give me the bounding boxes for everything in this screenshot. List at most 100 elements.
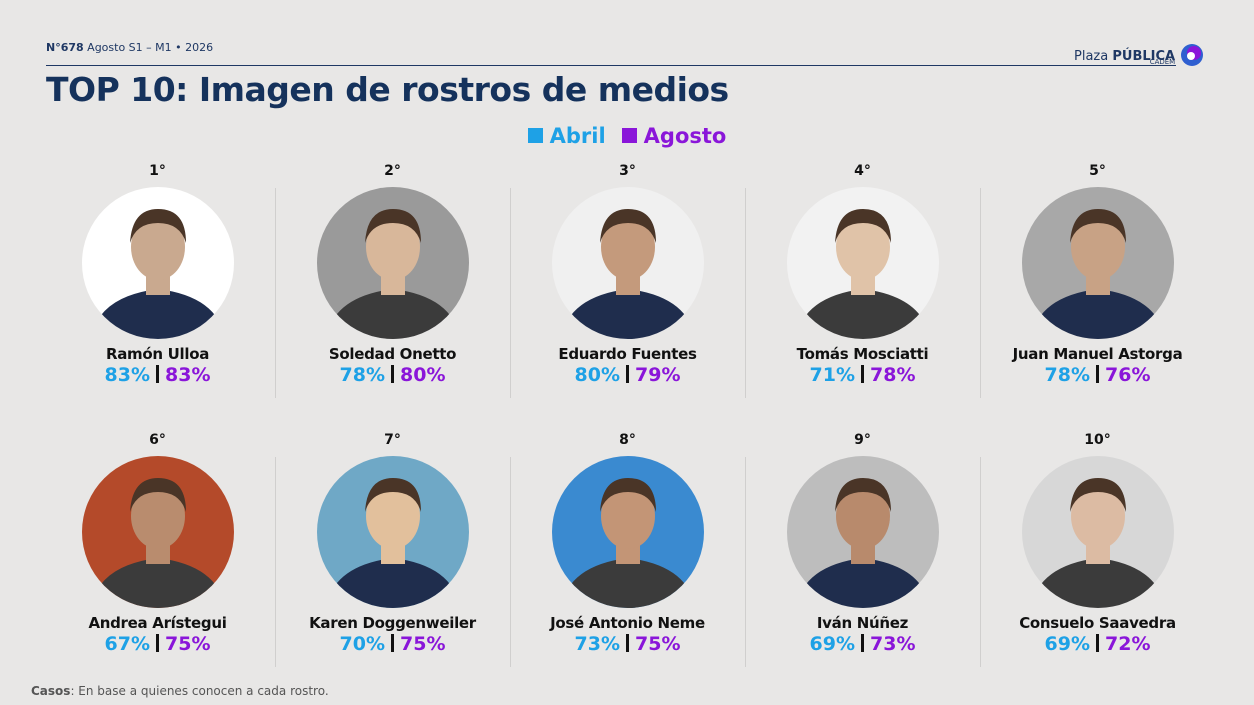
photo [316,187,469,339]
photo [81,187,234,339]
header-rule [46,65,1176,66]
photo [786,187,939,339]
column-separator [510,188,511,398]
photo-content [786,187,939,339]
percentages: 71% 78% [745,364,980,386]
photo-hair [364,209,421,243]
photo-content [316,456,469,608]
person-card: 4° Tomás Mosciatti 71% 78% [745,163,980,386]
pct-separator [861,365,864,383]
photo-head [835,214,890,280]
photo-hair [599,478,656,512]
column-separator [980,188,981,398]
photo-hair [599,209,656,243]
percentages: 67% 75% [40,633,275,655]
pct-agosto: 75% [165,633,211,655]
rank: 2° [384,163,401,179]
column-separator [275,457,276,667]
rank: 4° [854,163,871,179]
photo [551,187,704,339]
person-card: 6° Andrea Arístegui 67% 75% [40,432,275,655]
person-name: Tomás Mosciatti [796,345,929,363]
pct-separator [626,634,629,652]
pct-separator [156,365,159,383]
logo-icon [1181,44,1204,66]
person-name: Andrea Arístegui [88,614,227,632]
pct-abril: 69% [809,633,855,655]
rank: 6° [149,432,166,448]
legend-item: Agosto [621,124,727,148]
rank: 8° [619,432,636,448]
photo-head [365,483,420,549]
person-name: Soledad Onetto [328,345,457,363]
person-name: José Antonio Neme [550,614,705,632]
period: Agosto S1 – M1 • 2026 [87,41,214,54]
rank: 9° [854,432,871,448]
pct-separator [391,365,394,383]
footer-text: : En base a quienes conocen a cada rostr… [70,684,329,698]
legend-item: Abril [527,124,606,148]
person-name: Juan Manuel Astorga [1012,345,1183,363]
logo-cadem: CADEM [1149,58,1176,66]
photo [316,456,469,608]
column-separator [275,188,276,398]
pct-agosto: 72% [1105,633,1151,655]
legend-label: Agosto [643,124,727,148]
person-card: 7° Karen Doggenweiler 70% 75% [275,432,510,655]
pct-agosto: 78% [870,364,916,386]
photo [1021,456,1174,608]
photo-content [1021,456,1174,608]
photo-content [1021,187,1174,339]
pct-separator [391,634,394,652]
person-card: 5° Juan Manuel Astorga 78% 76% [980,163,1215,386]
percentages: 73% 75% [510,633,745,655]
photo [1021,187,1174,339]
percentages: 69% 73% [745,633,980,655]
pct-abril: 70% [339,633,385,655]
percentages: 70% 75% [275,633,510,655]
legend-swatch [527,128,543,143]
pct-separator [1096,634,1099,652]
photo-content [81,456,234,608]
pct-separator [861,634,864,652]
pct-agosto: 79% [635,364,681,386]
footer: Casos: En base a quienes conocen a cada … [31,684,329,698]
column-separator [980,457,981,667]
photo-head [835,483,890,549]
person-card: 3° Eduardo Fuentes 80% 79% [510,163,745,386]
header-meta: N°678 Agosto S1 – M1 • 2026 [46,41,213,54]
percentages: 78% 80% [275,364,510,386]
person-card: 9° Iván Núñez 69% 73% [745,432,980,655]
photo-hair [1069,478,1126,512]
pct-abril: 69% [1044,633,1090,655]
pct-agosto: 75% [635,633,681,655]
pct-abril: 67% [104,633,150,655]
pct-abril: 71% [809,364,855,386]
photo-content [316,187,469,339]
logo: Plaza PÚBLICA CADEM [1074,42,1205,66]
photo-head [600,483,655,549]
photo-hair [1069,209,1126,243]
person-card: 2° Soledad Onetto 78% 80% [275,163,510,386]
column-separator [745,457,746,667]
rank: 5° [1089,163,1106,179]
person-name: Karen Doggenweiler [309,614,476,632]
person-card: 8° José Antonio Neme 73% 75% [510,432,745,655]
logo-plaza: Plaza [1074,49,1109,64]
pct-abril: 78% [339,364,385,386]
percentages: 78% 76% [980,364,1215,386]
percentages: 83% 83% [40,364,275,386]
rank: 7° [384,432,401,448]
rank: 3° [619,163,636,179]
rank: 10° [1084,432,1111,448]
pct-abril: 83% [104,364,150,386]
title: TOP 10: Imagen de rostros de medios [46,70,729,109]
photo-head [365,214,420,280]
photo-content [786,456,939,608]
person-card: 10° Consuelo Saavedra 69% 72% [980,432,1215,655]
photo-head [600,214,655,280]
pct-abril: 78% [1044,364,1090,386]
person-name: Consuelo Saavedra [1019,614,1176,632]
photo-hair [834,209,891,243]
